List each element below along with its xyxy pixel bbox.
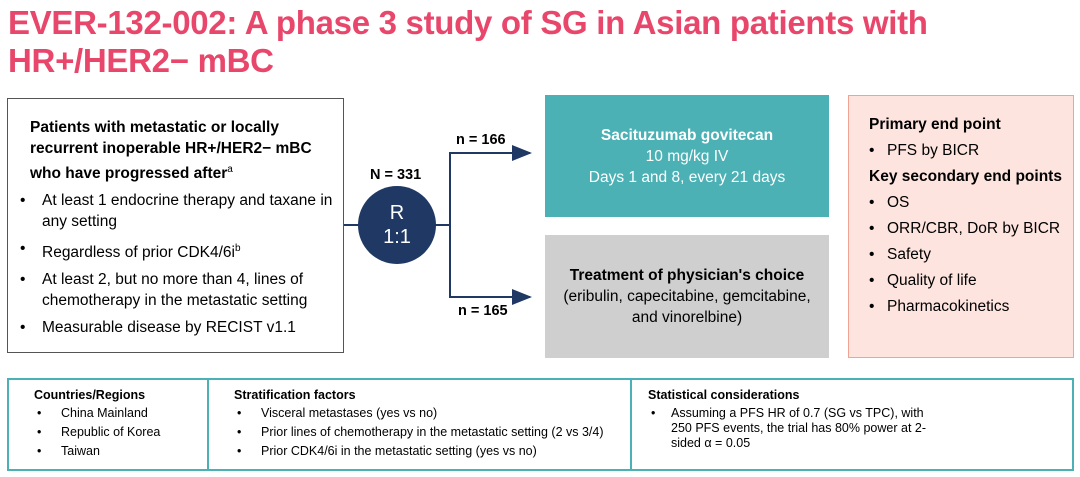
stratification-heading: Stratification factors: [234, 388, 356, 402]
secondary-endpoint-item: Pharmacokinetics: [865, 298, 1073, 316]
secondary-endpoint-item: Safety: [865, 246, 1073, 264]
arm1-name: Sacituzumab govitecan: [600, 127, 774, 144]
arm2-name: Treatment of physician's choice: [569, 267, 805, 284]
arm1-n-label: n = 166: [456, 132, 506, 148]
randomization-circle: R 1:1: [358, 186, 436, 264]
randomization-r: R: [389, 202, 405, 224]
stratification-item: Prior lines of chemotherapy in the metas…: [234, 425, 630, 440]
endpoints-box: Primary end point PFS by BICR Key second…: [848, 95, 1074, 358]
regions-heading: Countries/Regions: [34, 388, 146, 402]
statistics-heading: Statistical considerations: [648, 388, 800, 402]
eligibility-item: Measurable disease by RECIST v1.1: [20, 317, 333, 338]
arm2-n-label: n = 165: [458, 303, 508, 319]
regions-column: Countries/Regions China Mainland Republi…: [9, 380, 209, 469]
arm2-drugs: (eribulin, capecitabine, gemcitabine,: [563, 288, 811, 305]
eligibility-box: Patients with metastatic or locally recu…: [7, 98, 344, 353]
eligibility-item-text: Regardless of prior CDK4/6i: [42, 244, 235, 262]
eligibility-item: At least 1 endocrine therapy and taxane …: [20, 190, 333, 232]
arm-sg-box: Sacituzumab govitecan 10 mg/kg IV Days 1…: [545, 95, 829, 217]
stratification-item: Visceral metastases (yes vs no): [234, 406, 630, 421]
stratification-item: Prior CDK4/6i in the metastatic setting …: [234, 444, 630, 459]
eligibility-item: Regardless of prior CDK4/6ib: [20, 238, 333, 263]
arm2-drugs-cont: and vinorelbine): [631, 309, 743, 326]
arm1-schedule: Days 1 and 8, every 21 days: [588, 169, 786, 186]
eligibility-item-text: At least 2, but no more than 4, lines of…: [42, 271, 308, 310]
study-details-table: Countries/Regions China Mainland Republi…: [7, 378, 1074, 471]
eligibility-item-text: Measurable disease by RECIST v1.1: [42, 319, 296, 337]
eligibility-item: At least 2, but no more than 4, lines of…: [20, 269, 333, 311]
eligibility-item-text: At least 1 endocrine therapy and taxane …: [42, 192, 333, 231]
region-item: Taiwan: [34, 444, 207, 459]
eligibility-heading-text: Patients with metastatic or locally recu…: [30, 119, 312, 183]
region-item: Republic of Korea: [34, 425, 207, 440]
arm1-dose: 10 mg/kg IV: [645, 148, 729, 165]
statistics-column: Statistical considerations Assuming a PF…: [632, 380, 1072, 469]
eligibility-heading: Patients with metastatic or locally recu…: [20, 117, 333, 184]
region-item: China Mainland: [34, 406, 207, 421]
secondary-endpoint-item: ORR/CBR, DoR by BICR: [865, 220, 1073, 238]
primary-endpoint-item: PFS by BICR: [865, 142, 1073, 160]
secondary-endpoint-item: Quality of life: [865, 272, 1073, 290]
branch-line: [449, 152, 528, 298]
randomization-ratio: 1:1: [383, 226, 411, 248]
secondary-endpoints-heading: Key secondary end points: [869, 168, 1062, 185]
footnote-b: b: [234, 243, 241, 255]
secondary-endpoint-item: OS: [865, 194, 1073, 212]
stratification-column: Stratification factors Visceral metastas…: [209, 380, 632, 469]
arm-tpc-box: Treatment of physician's choice (eribuli…: [545, 235, 829, 358]
statistics-item: Assuming a PFS HR of 0.7 (SG vs TPC), wi…: [648, 406, 942, 451]
slide-title: EVER-132-002: A phase 3 study of SG in A…: [8, 4, 928, 79]
footnote-a: a: [227, 164, 233, 175]
total-n-label: N = 331: [370, 167, 422, 183]
primary-endpoint-heading: Primary end point: [869, 116, 1001, 133]
